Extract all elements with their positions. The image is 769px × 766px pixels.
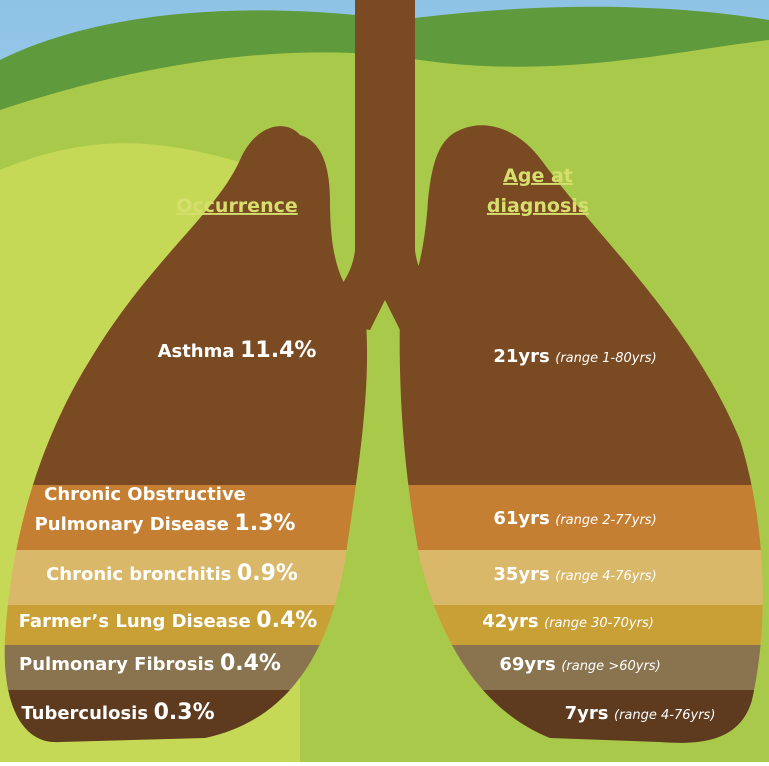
occurrence-label: Tuberculosis 0.3%: [21, 700, 214, 725]
condition-name: Asthma: [158, 341, 235, 362]
age-range: (range 4-76yrs): [614, 708, 715, 723]
condition-name: Chronic bronchitis: [46, 564, 231, 585]
occurrence-value: 0.4%: [256, 608, 317, 633]
age-value: 21yrs: [493, 346, 549, 367]
occurrence-label: Chronic Obstructive: [44, 484, 246, 505]
occurrence-label: Pulmonary Fibrosis 0.4%: [19, 651, 281, 676]
header: Occurrence: [176, 195, 298, 217]
header: diagnosis: [487, 195, 589, 217]
header: Age at: [503, 165, 573, 187]
age-range: (range 1-80yrs): [555, 351, 656, 366]
age-value: 61yrs: [493, 508, 549, 529]
occurrence-label: Farmer’s Lung Disease 0.4%: [19, 608, 318, 633]
age-value: 7yrs: [565, 703, 609, 724]
occurrence-value: 0.3%: [154, 700, 215, 725]
condition-name: Pulmonary Fibrosis: [19, 654, 214, 675]
age-range: (range 30-70yrs): [544, 616, 654, 631]
condition-name: Chronic Obstructive: [44, 484, 246, 505]
condition-name: Farmer’s Lung Disease: [19, 611, 251, 632]
condition-name: Tuberculosis: [21, 703, 148, 724]
age-range: (range 4-76yrs): [555, 569, 656, 584]
age-value: 42yrs: [482, 611, 538, 632]
age-value: 35yrs: [493, 564, 549, 585]
age-range: (range 2-77yrs): [555, 513, 656, 528]
occurrence-value: 11.4%: [240, 338, 316, 363]
age-value: 69yrs: [499, 654, 555, 675]
occurrence-label: Pulmonary Disease 1.3%: [35, 511, 296, 536]
occurrence-label: Asthma 11.4%: [158, 338, 317, 363]
occurrence-value: 0.9%: [237, 561, 298, 586]
occurrence-label: Chronic bronchitis 0.9%: [46, 561, 298, 586]
occurrence-value: 0.4%: [220, 651, 281, 676]
condition-name: Pulmonary Disease: [35, 514, 229, 535]
occurrence-value: 1.3%: [234, 511, 295, 536]
infographic: Occurrence Age at diagnosis Asthma 11.4%…: [0, 0, 769, 762]
age-range: (range >60yrs): [561, 659, 660, 674]
